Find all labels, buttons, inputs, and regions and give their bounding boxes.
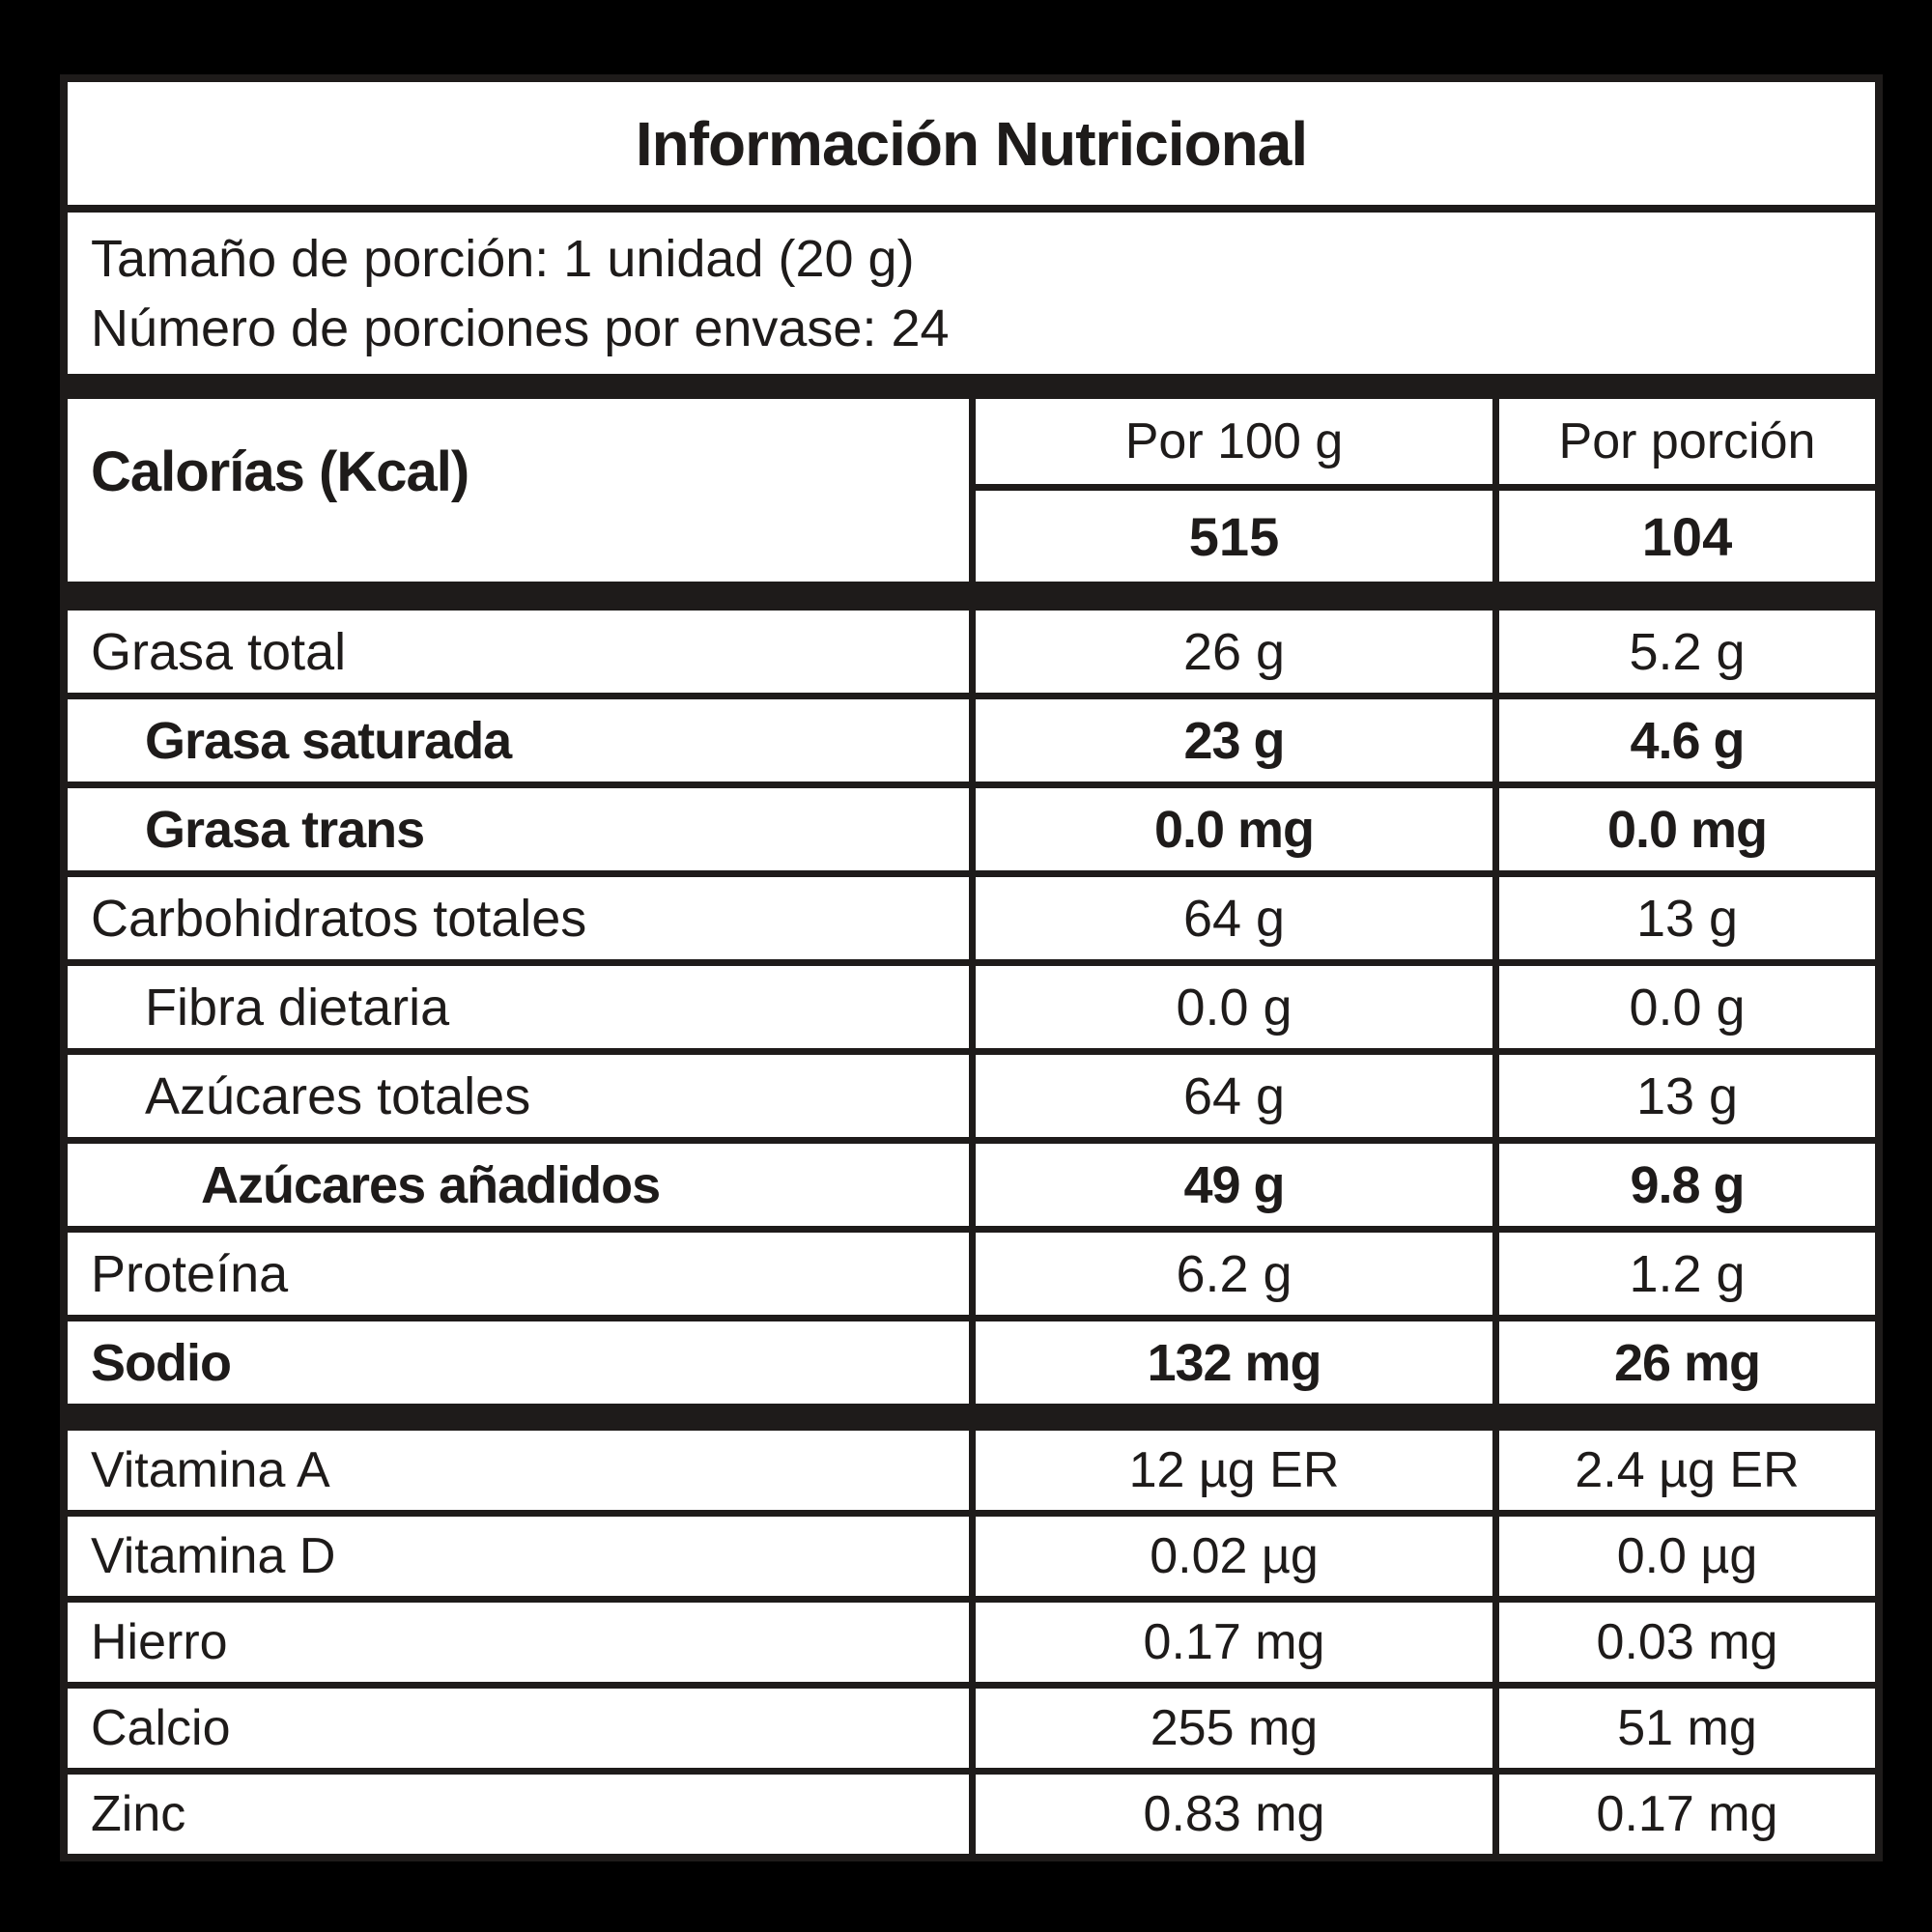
nutrient-name: Calcio	[68, 1689, 969, 1768]
nutrient-per-100g-value: 132 mg	[976, 1321, 1492, 1404]
nutrient-per-portion-value: 26 mg	[1499, 1321, 1875, 1404]
micronutrient-rows: Vitamina A 12 µg ER 2.4 µg ER Vitamina D 0.0…	[68, 1431, 1875, 1854]
serving-info: Tamaño de porción: 1 unidad (20 g) Númer…	[68, 213, 1875, 374]
nutrient-name: Azúcares añadidos	[68, 1144, 969, 1226]
column-header-per-portion: Por porción	[1499, 399, 1875, 484]
nutrient-name: Proteína	[68, 1233, 969, 1315]
nutrient-per-portion-value: 2.4 µg ER	[1499, 1431, 1875, 1510]
nutrient-name: Grasa total	[68, 611, 969, 693]
table-row: Grasa trans 0.0 mg 0.0 mg	[68, 788, 1875, 870]
nutrient-name: Carbohidratos totales	[68, 877, 969, 959]
nutrient-name: Zinc	[68, 1775, 969, 1854]
row-divider	[68, 1137, 1875, 1144]
nutrient-name: Vitamina D	[68, 1517, 969, 1596]
nutrient-per-portion-value: 1.2 g	[1499, 1233, 1875, 1315]
nutrient-per-portion-value: 13 g	[1499, 1055, 1875, 1137]
nutrient-per-portion-value: 0.0 mg	[1499, 788, 1875, 870]
nutrient-per-portion-value: 13 g	[1499, 877, 1875, 959]
nutrient-per-100g-value: 12 µg ER	[976, 1431, 1492, 1510]
nutrient-per-100g-value: 255 mg	[976, 1689, 1492, 1768]
calories-per-portion-value: 104	[1499, 491, 1875, 582]
column-header-row: Por 100 g Por porción	[976, 399, 1875, 484]
nutrient-per-100g-value: 0.0 g	[976, 966, 1492, 1048]
nutrient-name: Azúcares totales	[68, 1055, 969, 1137]
column-header-per-100g: Por 100 g	[976, 399, 1492, 484]
section-separator	[68, 374, 1875, 399]
nutrient-name: Grasa trans	[68, 788, 969, 870]
row-divider	[68, 693, 1875, 699]
calories-values-area: Por 100 g Por porción 515 104	[976, 399, 1875, 582]
nutrient-per-portion-value: 9.8 g	[1499, 1144, 1875, 1226]
table-row: Azúcares totales 64 g 13 g	[68, 1055, 1875, 1137]
divider-line	[68, 205, 1875, 213]
row-divider	[68, 870, 1875, 877]
calories-section: Calorías (Kcal) Por 100 g Por porción 51…	[68, 399, 1875, 582]
table-row: Grasa saturada 23 g 4.6 g	[68, 699, 1875, 781]
table-row: Hierro 0.17 mg 0.03 mg	[68, 1603, 1875, 1682]
nutrient-name: Sodio	[68, 1321, 969, 1404]
nutrient-per-100g-value: 49 g	[976, 1144, 1492, 1226]
calories-value-row: 515 104	[976, 491, 1875, 582]
nutrient-per-100g-value: 6.2 g	[976, 1233, 1492, 1315]
table-row: Vitamina A 12 µg ER 2.4 µg ER	[68, 1431, 1875, 1510]
nutrient-per-portion-value: 51 mg	[1499, 1689, 1875, 1768]
nutrient-per-100g-value: 0.02 µg	[976, 1517, 1492, 1596]
nutrient-per-100g-value: 64 g	[976, 1055, 1492, 1137]
table-row: Vitamina D 0.02 µg 0.0 µg	[68, 1517, 1875, 1596]
nutrient-per-portion-value: 0.0 µg	[1499, 1517, 1875, 1596]
table-row: Proteína 6.2 g 1.2 g	[68, 1233, 1875, 1315]
row-divider	[68, 959, 1875, 966]
nutrient-per-100g-value: 64 g	[976, 877, 1492, 959]
nutrient-per-portion-value: 0.17 mg	[1499, 1775, 1875, 1854]
row-divider	[68, 1048, 1875, 1055]
nutrient-name: Grasa saturada	[68, 699, 969, 781]
table-row: Calcio 255 mg 51 mg	[68, 1689, 1875, 1768]
row-divider	[68, 781, 1875, 788]
row-divider	[68, 1315, 1875, 1321]
serving-size-text: Tamaño de porción: 1 unidad (20 g)	[91, 229, 915, 288]
section-separator	[68, 1404, 1875, 1431]
nutrient-per-portion-value: 0.0 g	[1499, 966, 1875, 1048]
section-separator	[68, 582, 1875, 611]
table-row: Zinc 0.83 mg 0.17 mg	[68, 1775, 1875, 1854]
nutrient-per-100g-value: 0.0 mg	[976, 788, 1492, 870]
nutrient-per-portion-value: 0.03 mg	[1499, 1603, 1875, 1682]
nutrient-name: Fibra dietaria	[68, 966, 969, 1048]
nutrient-per-portion-value: 4.6 g	[1499, 699, 1875, 781]
table-row: Fibra dietaria 0.0 g 0.0 g	[68, 966, 1875, 1048]
nutrient-per-100g-value: 26 g	[976, 611, 1492, 693]
table-row: Azúcares añadidos 49 g 9.8 g	[68, 1144, 1875, 1226]
row-divider	[68, 1596, 1875, 1603]
nutrition-label: Información Nutricional Tamaño de porció…	[60, 74, 1883, 1861]
calories-per-100g-value: 515	[976, 491, 1492, 582]
nutrient-per-100g-value: 0.17 mg	[976, 1603, 1492, 1682]
nutrient-per-100g-value: 23 g	[976, 699, 1492, 781]
table-row: Sodio 132 mg 26 mg	[68, 1321, 1875, 1404]
table-row: Grasa total 26 g 5.2 g	[68, 611, 1875, 693]
nutrient-per-100g-value: 0.83 mg	[976, 1775, 1492, 1854]
calories-heading: Calorías (Kcal)	[68, 399, 969, 582]
row-divider	[68, 1510, 1875, 1517]
table-row: Carbohidratos totales 64 g 13 g	[68, 877, 1875, 959]
nutrient-per-portion-value: 5.2 g	[1499, 611, 1875, 693]
label-title: Información Nutricional	[68, 82, 1875, 205]
nutrient-name: Hierro	[68, 1603, 969, 1682]
row-divider	[68, 1768, 1875, 1775]
row-divider	[68, 1226, 1875, 1233]
nutrient-name: Vitamina A	[68, 1431, 969, 1510]
servings-per-container-text: Número de porciones por envase: 24	[91, 298, 950, 357]
macronutrient-rows: Grasa total 26 g 5.2 g Grasa saturada 23 g 4.…	[68, 611, 1875, 1404]
row-divider	[68, 1682, 1875, 1689]
